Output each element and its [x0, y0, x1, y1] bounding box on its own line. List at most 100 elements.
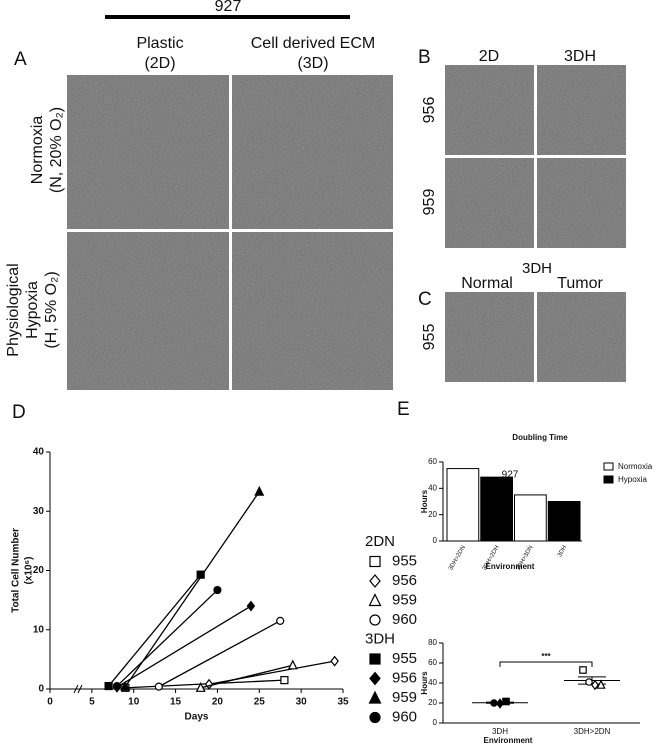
axis-break	[73, 684, 79, 694]
marker	[280, 676, 289, 685]
x-tick-label: 0	[47, 697, 53, 708]
row-title: Physiological	[5, 263, 22, 356]
series-line	[116, 589, 218, 687]
micrograph	[67, 75, 229, 229]
marker	[254, 485, 265, 496]
y-axis-title: Hours	[420, 671, 429, 695]
legend-label: Normoxia	[618, 462, 653, 471]
marker	[154, 682, 163, 691]
legend-title: 2DN	[365, 533, 395, 550]
marker	[104, 681, 113, 691]
y-tick-label: 20	[428, 510, 437, 519]
x-tick-label: 20	[212, 697, 224, 708]
row-title: 959	[421, 189, 438, 216]
panel-letter: E	[397, 399, 410, 420]
y-axis-title: Hours	[420, 489, 429, 513]
legend-label: 955	[392, 650, 417, 667]
bar	[514, 494, 547, 542]
micrograph	[67, 232, 229, 390]
x-axis-title: Environment	[486, 562, 535, 571]
y-tick-label: 0	[433, 718, 438, 727]
group-label: 3DH	[522, 260, 552, 277]
series-line	[200, 664, 293, 689]
column-title: (2D)	[144, 55, 175, 72]
micrograph	[537, 292, 626, 382]
panel-letter: D	[12, 402, 26, 423]
legend-marker	[369, 574, 381, 588]
legend-marker	[369, 671, 381, 686]
column-title: 2D	[479, 48, 499, 65]
legend-label: 960	[392, 708, 417, 725]
legend-swatch	[603, 475, 614, 484]
marker	[496, 698, 504, 709]
marker	[120, 680, 131, 691]
panel-letter: B	[418, 47, 431, 68]
x-tick-label: 25	[254, 697, 266, 708]
significance-label: ***	[541, 652, 551, 661]
marker	[579, 666, 587, 674]
x-tick-label: 3DH	[492, 727, 508, 736]
legend-label: 960	[392, 611, 417, 628]
row-title: Normoxia	[29, 116, 46, 185]
legend-marker	[369, 614, 381, 626]
axis-break	[77, 684, 83, 694]
micrograph	[445, 65, 534, 155]
micrograph	[537, 158, 626, 248]
y-tick-label: 20	[33, 565, 45, 576]
micrograph	[445, 292, 534, 382]
legend-label: 956	[392, 572, 417, 589]
significance-bracket	[499, 661, 593, 667]
y-tick-label: 60	[428, 457, 437, 466]
row-title: 956	[421, 97, 438, 124]
y-tick-label: 40	[33, 447, 45, 458]
micrograph	[537, 65, 626, 155]
marker	[502, 697, 510, 706]
y-axis-title: Total Cell Number	[11, 528, 22, 613]
x-tick-label: 5	[89, 697, 95, 708]
marker	[276, 616, 285, 625]
bar	[446, 468, 480, 542]
row-title: 955	[421, 324, 438, 351]
x-axis-title: Days	[185, 712, 209, 723]
y-tick-label: 20	[428, 698, 437, 707]
y-tick-label: 30	[33, 506, 45, 517]
series-line	[125, 679, 285, 689]
marker	[246, 600, 256, 612]
column-title: (3D)	[297, 55, 328, 72]
legend-title: 3DH	[365, 630, 395, 647]
y-tick-label: 40	[428, 483, 437, 492]
micrograph	[232, 232, 393, 390]
row-title: (H, 5% O₂)	[43, 271, 60, 348]
micrograph	[232, 75, 393, 229]
legend-marker	[369, 711, 381, 724]
micrograph	[445, 158, 534, 248]
y-tick-label: 80	[428, 638, 437, 647]
x-tick-label: 3DH	[557, 545, 568, 558]
legend-label: 959	[392, 591, 417, 608]
legend-marker	[368, 593, 382, 607]
marker	[213, 585, 222, 595]
series-line	[158, 620, 281, 688]
series-line	[124, 491, 260, 687]
column-title: Normal	[461, 275, 513, 292]
legend-marker	[369, 653, 381, 665]
y-tick-label: 0	[38, 684, 44, 695]
x-tick-label: 30	[296, 697, 308, 708]
legend-label: 959	[392, 689, 417, 706]
marker	[585, 678, 593, 686]
marker	[490, 699, 498, 707]
legend-marker	[368, 690, 382, 704]
x-axis-title: Environment	[484, 736, 533, 745]
micrographs	[67, 65, 626, 390]
legend-label: 956	[392, 669, 417, 686]
legend-label: Hypoxia	[618, 475, 647, 484]
marker	[330, 655, 339, 667]
column-title: Plastic	[136, 35, 183, 52]
x-tick-label: 15	[170, 697, 182, 708]
chart-title: Doubling Time	[512, 433, 568, 442]
panel-letter: C	[418, 289, 432, 310]
y-tick-label: 60	[428, 658, 437, 667]
y-tick-label: 40	[428, 678, 437, 687]
group-label: 927	[215, 0, 242, 15]
